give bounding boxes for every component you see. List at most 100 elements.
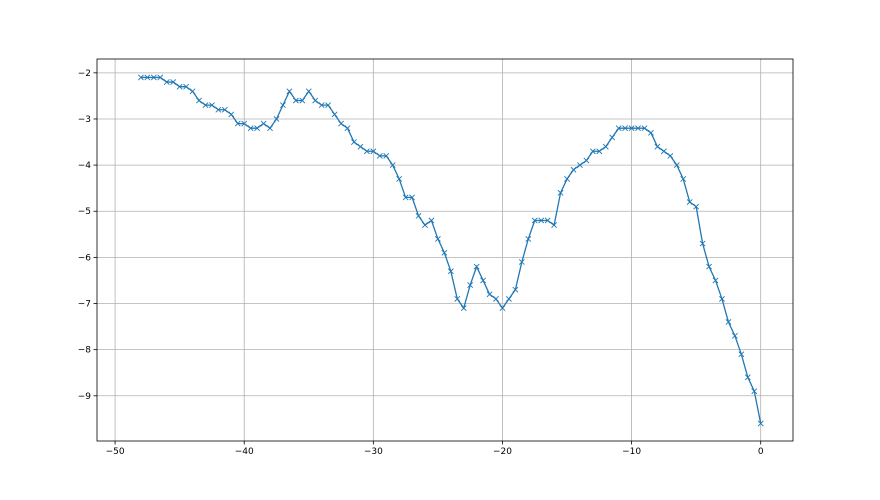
data-point-marker bbox=[725, 319, 732, 325]
y-tick-label: −9 bbox=[78, 392, 92, 402]
x-marker-icon bbox=[312, 97, 319, 104]
x-tick-label: −40 bbox=[235, 447, 254, 457]
data-point-marker bbox=[331, 111, 338, 118]
data-point-marker bbox=[189, 88, 196, 95]
x-marker-icon bbox=[441, 249, 448, 256]
x-marker-icon bbox=[254, 125, 261, 132]
ticks: −50 −40 −30 −20 −10 0 −2 −3 −4 −5 −6 −7 −8 −9 bbox=[78, 69, 764, 457]
y-tick-label: −3 bbox=[78, 115, 91, 125]
x-marker-icon bbox=[693, 203, 700, 210]
data-point-marker bbox=[402, 194, 409, 201]
x-marker-icon bbox=[331, 111, 338, 118]
y-tick-label: −5 bbox=[78, 207, 91, 217]
data-point-marker bbox=[744, 374, 751, 381]
x-marker-icon bbox=[299, 97, 306, 104]
series-line bbox=[140, 76, 762, 424]
data-point-marker bbox=[202, 102, 209, 109]
data-point-marker bbox=[505, 295, 512, 302]
data-point-marker bbox=[157, 74, 164, 81]
x-marker-icon bbox=[221, 106, 228, 113]
x-marker-icon bbox=[577, 162, 583, 169]
data-point-marker bbox=[686, 199, 693, 205]
x-marker-icon bbox=[305, 88, 312, 95]
x-marker-icon bbox=[363, 148, 370, 155]
series bbox=[137, 74, 764, 427]
axes-frame bbox=[96, 58, 794, 442]
x-marker-icon bbox=[357, 143, 364, 150]
x-tick-label: 0 bbox=[758, 447, 764, 457]
x-marker-icon bbox=[234, 120, 241, 127]
data-point-marker bbox=[467, 282, 474, 288]
data-point-marker bbox=[137, 74, 144, 81]
x-marker-icon bbox=[144, 74, 151, 81]
data-point-marker bbox=[518, 259, 525, 265]
x-marker-icon bbox=[241, 120, 248, 127]
data-point-marker bbox=[428, 217, 435, 224]
x-marker-icon bbox=[615, 125, 622, 132]
data-point-marker bbox=[363, 148, 370, 155]
x-marker-icon bbox=[493, 295, 499, 302]
data-point-marker bbox=[712, 277, 719, 284]
data-point-marker bbox=[305, 88, 312, 95]
x-marker-icon bbox=[260, 120, 267, 127]
data-point-marker bbox=[512, 286, 519, 293]
data-point-marker bbox=[273, 116, 280, 122]
data-point-marker bbox=[383, 152, 390, 159]
data-point-marker bbox=[434, 236, 441, 242]
grid bbox=[97, 59, 793, 441]
data-point-marker bbox=[415, 212, 422, 219]
data-point-marker bbox=[441, 249, 448, 256]
x-marker-icon bbox=[460, 305, 467, 312]
data-point-marker bbox=[538, 217, 545, 224]
data-point-marker bbox=[473, 263, 480, 270]
x-marker-icon bbox=[137, 74, 144, 81]
x-marker-icon bbox=[247, 125, 254, 132]
data-point-marker bbox=[719, 295, 725, 302]
x-marker-icon bbox=[480, 277, 487, 284]
data-point-marker bbox=[648, 129, 654, 136]
data-point-marker bbox=[267, 125, 273, 132]
data-point-marker bbox=[589, 148, 596, 155]
data-point-marker bbox=[422, 222, 428, 229]
data-point-marker bbox=[396, 176, 403, 182]
data-point-marker bbox=[338, 120, 344, 127]
x-marker-icon bbox=[196, 97, 202, 104]
x-marker-icon bbox=[557, 189, 564, 196]
x-marker-icon bbox=[467, 282, 474, 288]
x-marker-icon bbox=[176, 83, 183, 90]
x-marker-icon bbox=[680, 176, 687, 182]
data-point-marker bbox=[286, 88, 293, 95]
data-point-marker bbox=[370, 148, 377, 155]
x-marker-icon bbox=[409, 194, 415, 201]
x-marker-icon bbox=[628, 125, 635, 132]
x-marker-icon bbox=[712, 277, 719, 284]
x-marker-icon bbox=[273, 116, 280, 122]
x-tick-label: −50 bbox=[106, 447, 125, 457]
x-marker-icon bbox=[338, 120, 344, 127]
data-point-marker bbox=[325, 102, 332, 109]
x-marker-icon bbox=[544, 217, 551, 224]
data-point-marker bbox=[196, 97, 202, 104]
data-point-marker bbox=[525, 236, 532, 242]
x-marker-icon bbox=[402, 194, 409, 201]
x-marker-icon bbox=[757, 420, 764, 427]
data-point-marker bbox=[751, 388, 758, 395]
data-point-marker bbox=[673, 162, 680, 169]
data-point-marker bbox=[247, 125, 254, 132]
x-marker-icon bbox=[505, 295, 512, 302]
data-point-marker bbox=[299, 97, 306, 104]
data-point-marker bbox=[480, 277, 487, 284]
data-point-marker bbox=[292, 97, 299, 104]
data-point-marker bbox=[596, 148, 603, 155]
x-marker-icon bbox=[376, 152, 383, 159]
x-marker-icon bbox=[428, 217, 435, 224]
x-marker-icon bbox=[228, 111, 235, 118]
data-point-marker bbox=[209, 102, 215, 109]
data-point-marker bbox=[706, 263, 712, 270]
data-point-marker bbox=[602, 143, 609, 150]
x-marker-icon bbox=[183, 83, 190, 90]
x-marker-icon bbox=[731, 332, 738, 339]
x-marker-icon bbox=[531, 217, 538, 224]
data-point-marker bbox=[577, 162, 583, 169]
